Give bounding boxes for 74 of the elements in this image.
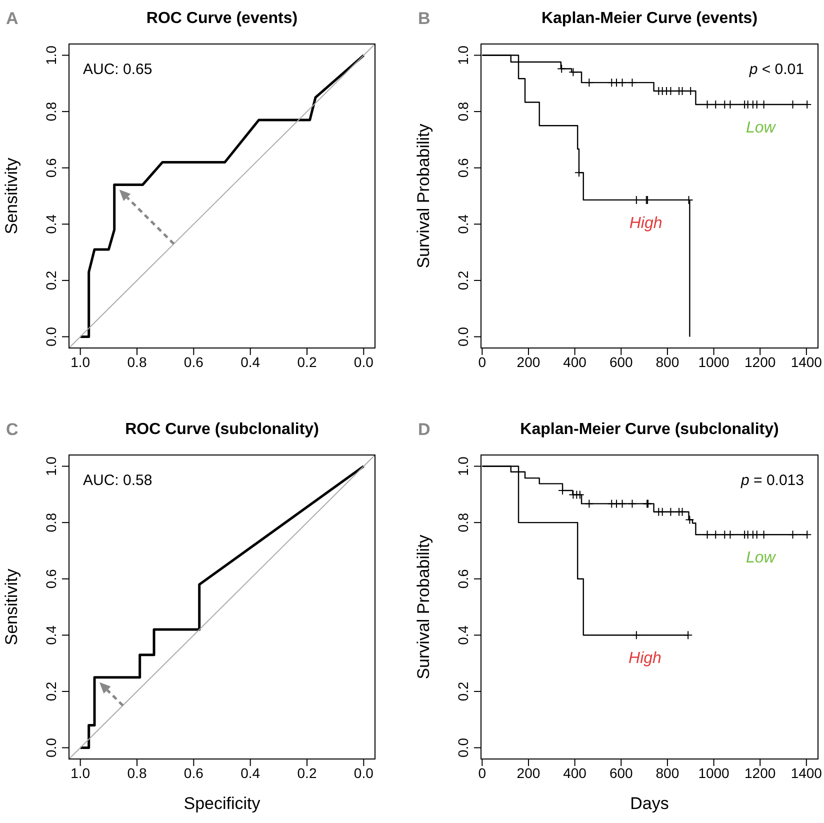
x-tick-label: 0.6 [184,354,204,370]
y-tick-label: 0.6 [43,158,59,178]
x-tick-label: 1200 [744,764,776,781]
y-tick-label: 0.4 [455,214,471,234]
x-tick-label: 1.0 [70,764,90,781]
y-tick-label: 0.4 [43,214,59,234]
x-tick-label: 0.6 [184,764,204,781]
x-tick-label: 0.2 [297,764,317,781]
series-label: High [629,214,662,232]
annotation: p = 0.013 [740,472,804,489]
text: A [6,9,18,28]
x-tick-label: 0.8 [127,764,147,781]
x-tick-label: 0.8 [127,354,147,370]
y-tick-label: 0.6 [455,568,471,589]
x-tick-label: 0.0 [354,764,374,781]
x-tick-label: 1000 [698,764,730,781]
y-tick-label: 1.0 [43,45,59,65]
y-axis-title: Sensitivity [2,157,21,234]
x-tick-label: 0.4 [240,354,260,370]
x-tick-label: 400 [563,764,587,781]
x-tick-label: 600 [609,354,634,370]
x-tick-label: 0.2 [297,354,317,370]
x-tick-label: 800 [656,764,680,781]
y-tick-label: 0.0 [43,738,59,758]
x-tick-label: 1000 [698,354,730,370]
series-label: Low [746,120,777,137]
x-tick-label: 200 [516,764,540,781]
y-tick-label: 1.0 [455,456,471,476]
y-tick-label: 0.4 [455,625,471,645]
y-tick-label: 0.0 [455,326,471,346]
x-axis-title: Specificity [184,794,261,813]
x-tick-label: 1.0 [70,354,90,370]
y-tick-label: 0.6 [455,158,471,178]
annotation: AUC: 0.65 [83,61,152,78]
x-tick-label: 400 [563,354,587,370]
y-axis-title: Survival Probability [414,123,433,268]
y-tick-label: 0.2 [455,270,471,290]
y-tick-label: 0.8 [455,512,471,532]
x-tick-label: 600 [609,764,634,781]
y-tick-label: 0.2 [455,682,471,702]
x-tick-label: 200 [516,354,540,370]
chart-title: Kaplan-Meier Curve (events) [541,10,758,27]
x-tick-label: 0 [478,764,486,781]
text: B [418,9,430,28]
y-tick-label: 0.2 [43,682,59,702]
annotation: AUC: 0.58 [83,472,152,489]
x-tick-label: 1400 [790,764,822,781]
chart-title: ROC Curve (events) [146,10,298,27]
y-tick-label: 0.8 [43,512,59,532]
y-tick-label: 0.8 [43,102,59,122]
y-tick-label: 0.6 [43,568,59,589]
x-tick-label: 0.4 [240,764,260,781]
text: D [418,420,430,439]
y-tick-label: 1.0 [455,45,471,65]
chart-title: ROC Curve (subclonality) [125,421,319,438]
x-tick-label: 0.0 [354,354,374,370]
series-label: High [628,650,662,668]
y-tick-label: 0.0 [43,326,59,346]
text: C [6,420,18,439]
x-tick-label: 0 [478,354,486,370]
x-tick-label: 1200 [744,354,776,370]
series-label: Low [746,550,777,567]
y-tick-label: 0.2 [43,270,59,290]
y-tick-label: 0.4 [43,625,59,645]
chart-title: Kaplan-Meier Curve (subclonality) [520,421,779,438]
y-tick-label: 1.0 [43,456,59,476]
x-tick-label: 1400 [790,354,822,370]
y-axis-title: Survival Probability [414,534,433,680]
y-tick-label: 0.0 [455,738,471,758]
x-tick-label: 800 [656,354,680,370]
annotation: p < 0.01 [748,61,804,78]
y-axis-title: Sensitivity [2,568,21,646]
x-axis-title: Days [630,794,669,813]
y-tick-label: 0.8 [455,102,471,122]
